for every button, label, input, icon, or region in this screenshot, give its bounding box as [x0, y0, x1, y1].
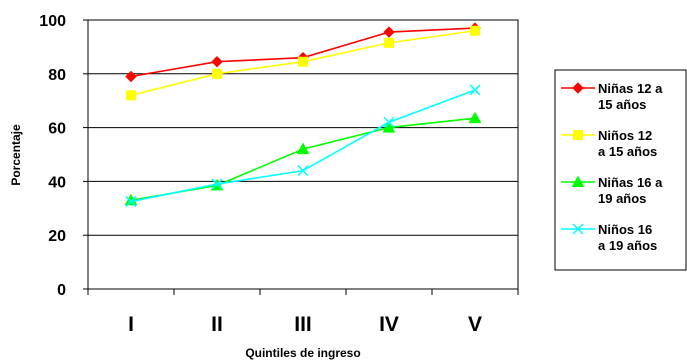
legend-label: a 19 años [598, 238, 657, 253]
data-point [125, 70, 137, 83]
data-point [468, 111, 482, 124]
data-point [382, 121, 396, 133]
series-layer [124, 22, 482, 208]
legend-label: Niños 12 [598, 128, 652, 143]
y-tick-label: 40 [48, 174, 66, 191]
legend-label: a 15 años [598, 144, 657, 159]
legend-marker [572, 223, 584, 235]
data-point [384, 37, 394, 48]
data-point [470, 25, 480, 36]
legend-label: Niñas 12 a [598, 81, 663, 96]
x-axis-title: Quintiles de ingreso [245, 346, 360, 360]
data-point [383, 26, 395, 38]
gridlines [88, 73, 518, 236]
legend-label: 15 años [598, 97, 646, 112]
legend-marker [572, 82, 584, 94]
legend: Niñas 12 a15 años Niños 12a 15 años Niñas … [554, 69, 687, 271]
data-point [297, 165, 309, 177]
data-point [469, 84, 481, 96]
legend-item-1: Niñas 12 a15 años [561, 81, 663, 112]
series-4 [125, 84, 481, 208]
legend-marker [571, 175, 585, 187]
y-tick-label: 60 [48, 121, 66, 138]
data-point [212, 68, 222, 79]
legend-label: Niños 16 [598, 222, 652, 237]
legend-item-4: Niños 16a 19 años [561, 222, 657, 253]
axes [83, 19, 519, 295]
data-point [298, 56, 308, 67]
legend-marker [573, 130, 583, 140]
y-tick-label: 0 [57, 282, 66, 299]
x-tick-label: III [294, 313, 312, 336]
y-tick-label: 20 [48, 228, 66, 245]
x-tick-label: V [468, 313, 482, 336]
legend-box [554, 69, 687, 271]
y-tick-label: 100 [39, 13, 66, 30]
legend-label: 19 años [598, 191, 646, 206]
legend-label: Niñas 16 a [598, 175, 663, 190]
data-point [383, 116, 395, 128]
x-tick-label: IV [379, 313, 399, 336]
x-tick-label: I [128, 313, 134, 336]
series-2 [126, 25, 480, 101]
y-axis-title: Porcentaje [9, 124, 23, 186]
legend-item-2: Niños 12a 15 años [561, 128, 657, 159]
data-point [126, 90, 136, 101]
data-point [296, 142, 310, 155]
y-tick-label: 80 [48, 67, 66, 84]
legend-item-3: Niñas 16 a19 años [561, 175, 663, 206]
x-tick-label: II [211, 313, 223, 336]
data-point [125, 196, 137, 208]
data-point [211, 178, 223, 190]
data-point [211, 55, 223, 68]
